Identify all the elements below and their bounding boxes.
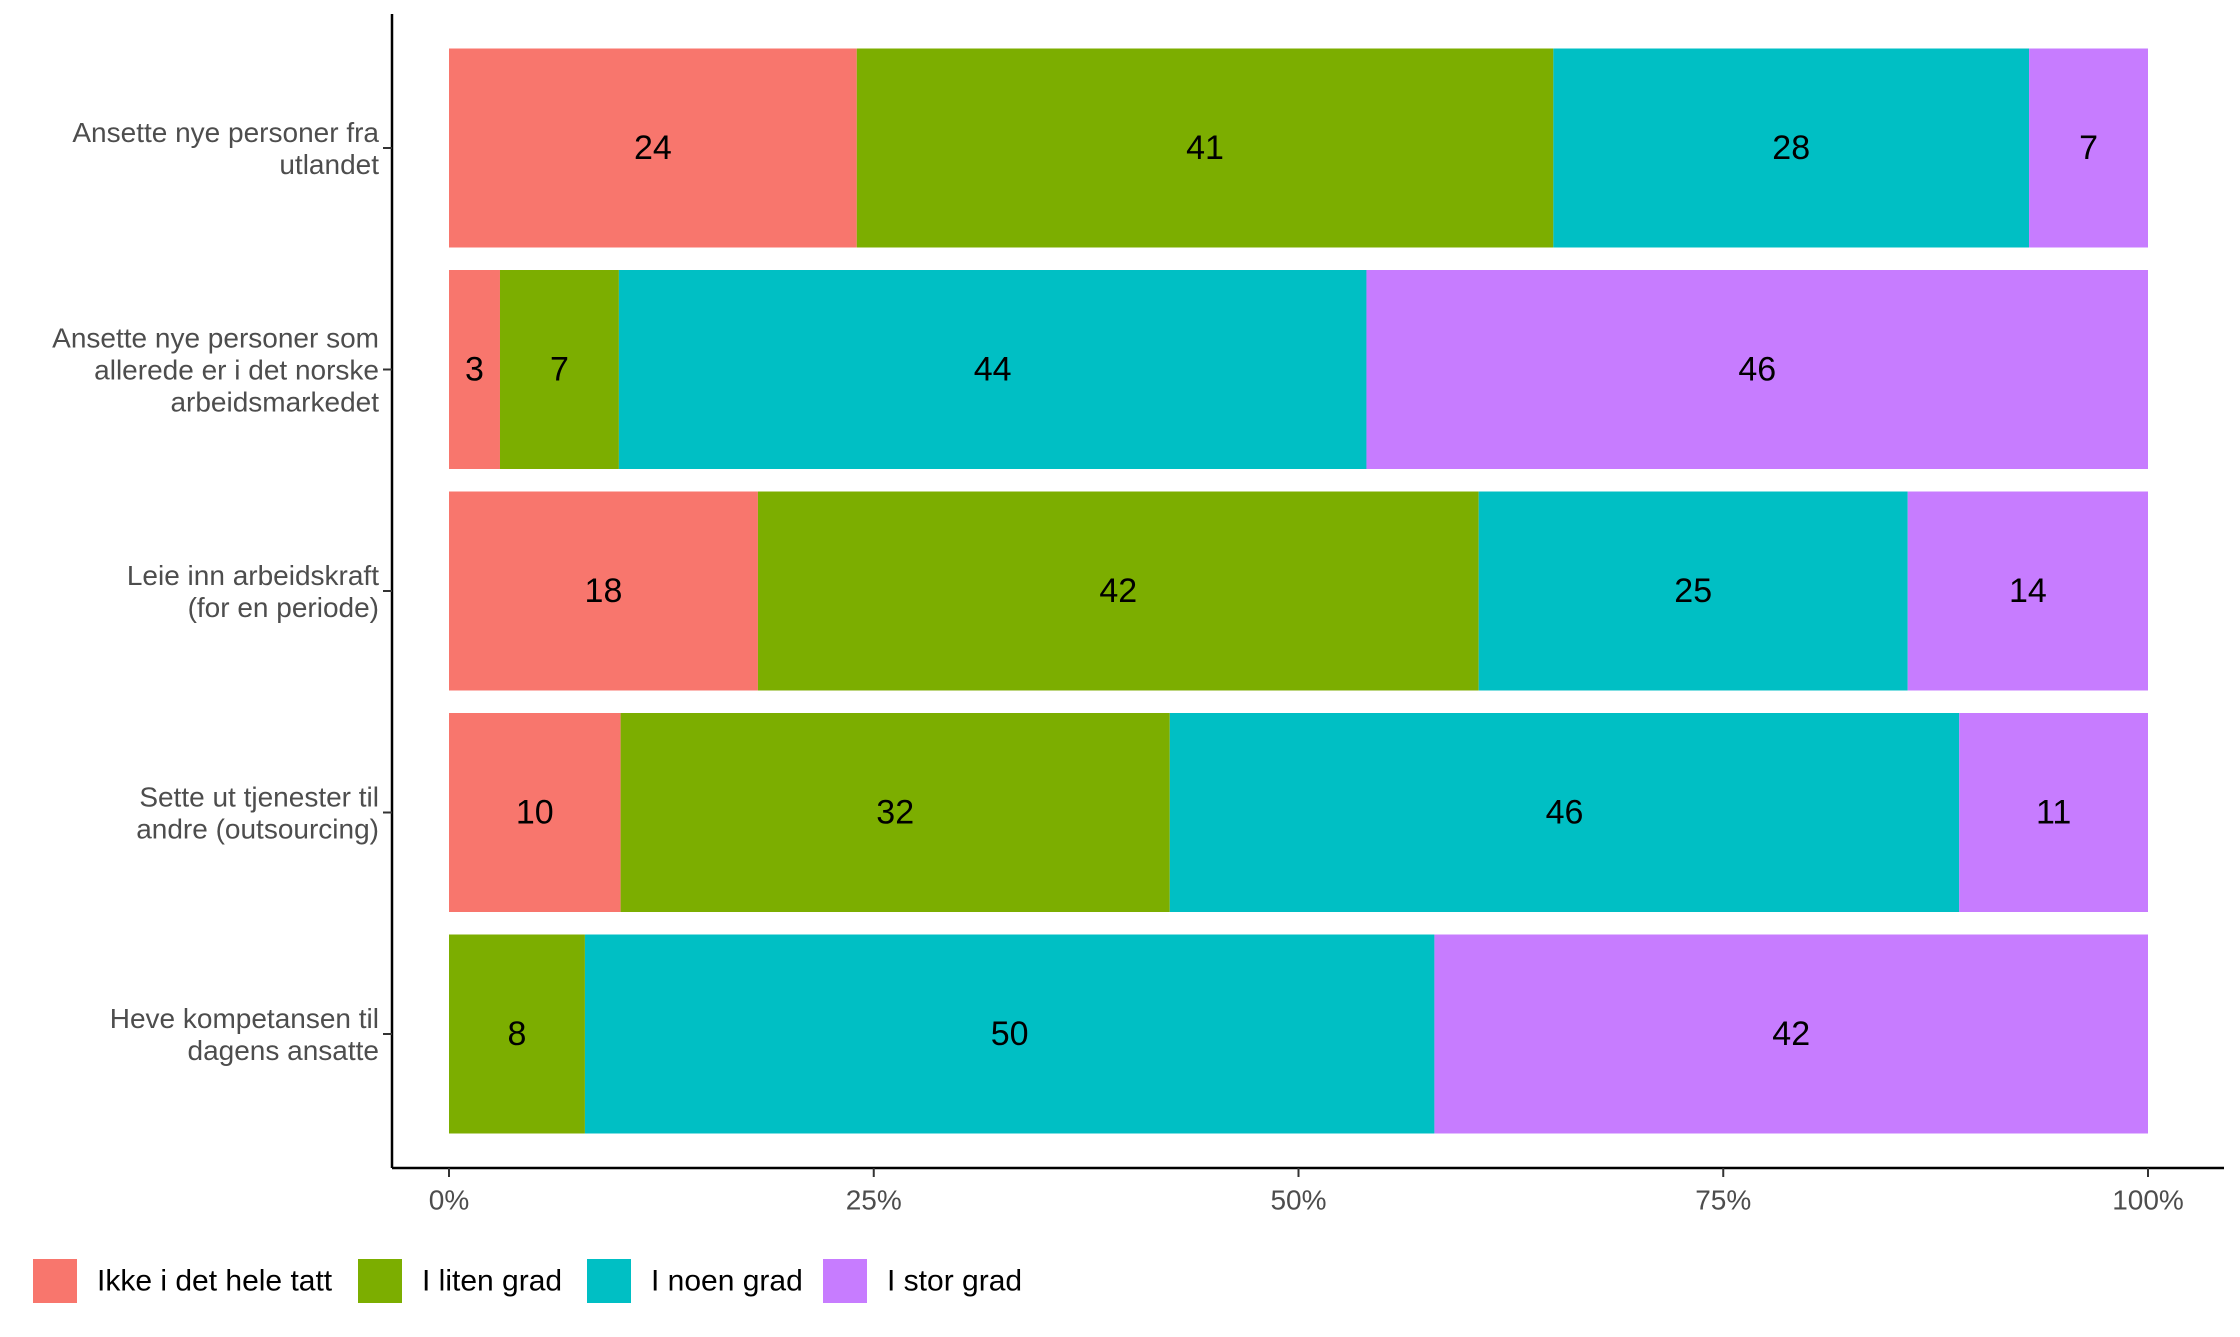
category-label-line: Sette ut tjenester til [139, 781, 379, 812]
data-label: 32 [876, 794, 914, 832]
category-label-line: arbeidsmarkedet [170, 386, 379, 417]
x-tick-label: 100% [2112, 1185, 2184, 1216]
bar-segment [757, 491, 1479, 691]
bar-segment [449, 934, 585, 1134]
category-label-line: (for en periode) [188, 592, 379, 623]
x-tick-label: 75% [1695, 1185, 1751, 1216]
legend-swatch [358, 1259, 402, 1303]
data-label: 7 [2079, 129, 2098, 167]
bars: 24 41 28 7 3 7 44 46 18 42 25 14 10 32 46 11 8 50 42 [449, 48, 2148, 1134]
bar-segment [2029, 48, 2148, 248]
axes: Ansette nye personer fra utlandetAnsette … [52, 14, 2224, 1216]
data-label: 42 [1099, 572, 1137, 610]
data-label: 28 [1772, 129, 1810, 167]
x-tick-label: 0% [429, 1185, 469, 1216]
data-label: 46 [1546, 794, 1584, 832]
legend: Ikke i det hele tatt I liten grad I noen g… [33, 1259, 1022, 1303]
bar-segment [449, 713, 621, 912]
bar-segment [449, 48, 857, 248]
bar-segment [449, 491, 758, 691]
category-label-line: andre (outsourcing) [136, 813, 379, 844]
category-label-line: Ansette nye personer som [52, 322, 379, 353]
bar-segment [584, 934, 1435, 1134]
category-label-line: Leie inn arbeidskraft [127, 560, 379, 591]
bar-segment [1959, 713, 2148, 912]
category-label: Ansette nye personer fra utlandet [72, 117, 379, 180]
legend-label: I noen grad [651, 1265, 803, 1298]
category-label-line: dagens ansatte [188, 1035, 380, 1066]
bar-segment [620, 713, 1170, 912]
legend-label: Ikke i det hele tatt [97, 1265, 333, 1298]
x-tick-label: 25% [846, 1185, 902, 1216]
data-label: 8 [507, 1015, 526, 1053]
data-label: 46 [1738, 351, 1776, 389]
category-label: Heve kompetansen til dagens ansatte [110, 1003, 379, 1066]
category-label-line: Ansette nye personer fra [72, 117, 379, 148]
bar-segment [499, 270, 619, 469]
data-label: 50 [991, 1015, 1029, 1053]
legend-swatch [33, 1259, 77, 1303]
legend-label: I stor grad [887, 1265, 1022, 1298]
data-label: 42 [1772, 1015, 1810, 1053]
data-label: 41 [1186, 129, 1224, 167]
category-label: Leie inn arbeidskraft (for en periode) [127, 560, 379, 623]
category-label: Ansette nye personer som allerede er i de… [52, 322, 379, 417]
data-label: 14 [2009, 572, 2047, 610]
category-label-line: allerede er i det norske [94, 354, 379, 385]
bar-segment [856, 48, 1554, 248]
data-label: 44 [974, 351, 1012, 389]
bar-segment [449, 270, 500, 469]
data-label: 7 [550, 351, 569, 389]
data-label: 25 [1674, 572, 1712, 610]
data-label: 24 [634, 129, 672, 167]
data-label: 10 [516, 794, 554, 832]
x-tick-label: 50% [1270, 1185, 1326, 1216]
bar-segment [1553, 48, 2030, 248]
bar-segment [1434, 934, 2148, 1134]
bar-segment [1366, 270, 2148, 469]
data-label: 18 [585, 572, 623, 610]
data-label: 3 [465, 351, 484, 389]
category-label-line: Heve kompetansen til [110, 1003, 379, 1034]
legend-swatch [587, 1259, 631, 1303]
legend-label: I liten grad [422, 1265, 562, 1298]
category-label: Sette ut tjenester til andre (outsourcing… [136, 781, 379, 844]
category-label-line: utlandet [279, 149, 379, 180]
bar-segment [1478, 491, 1908, 691]
bar-segment [1907, 491, 2148, 691]
data-label: 11 [2036, 794, 2071, 832]
bar-segment [618, 270, 1367, 469]
bar-segment [1169, 713, 1960, 912]
legend-swatch [823, 1259, 867, 1303]
